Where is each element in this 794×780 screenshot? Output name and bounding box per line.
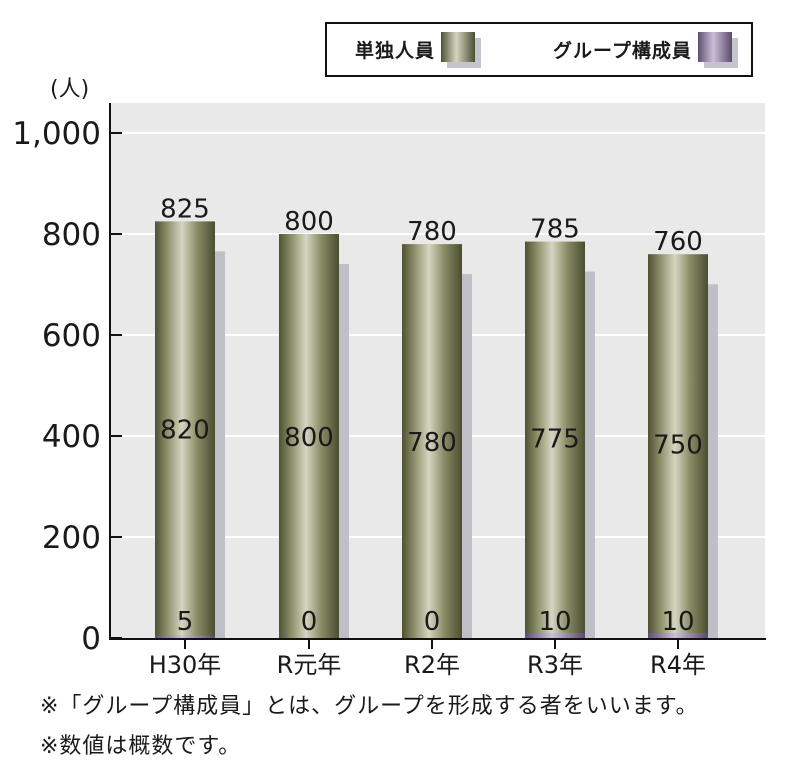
legend-item-group: グループ構成員: [553, 24, 738, 75]
single-value-label: 750: [653, 431, 703, 461]
x-tick-label: H30年: [149, 651, 222, 679]
y-tick-label: 400: [42, 419, 101, 455]
legend-label-single: 単独人員: [355, 40, 436, 62]
bar-group: [648, 632, 708, 638]
total-label: 760: [653, 227, 703, 257]
y-tick-label: 1,000: [12, 116, 101, 152]
single-value-label: 780: [407, 428, 457, 458]
bar-group: [155, 635, 215, 638]
y-tick-labels: 0 200 400 600 800 1,000: [12, 116, 122, 657]
bar-shadow: [462, 274, 472, 638]
note-approximate: ※数値は概数です。: [40, 734, 242, 759]
total-label: 800: [284, 207, 334, 237]
data-labels: 825 820 5 800 800 0 780 780 0 785 775 10 760 750 10: [160, 194, 703, 637]
total-label: 785: [530, 215, 580, 245]
group-value-label: 10: [661, 607, 694, 637]
group-value-label: 10: [538, 607, 571, 637]
bar-shadow: [215, 251, 225, 638]
y-tick-label: 0: [81, 621, 101, 657]
bar-shadow: [339, 264, 349, 638]
x-tick-label: R3年: [527, 651, 583, 679]
y-tick-label: 600: [42, 318, 101, 354]
note-group-definition: ※「グループ構成員」とは、グループを形成する者をいいます。: [40, 694, 699, 719]
legend-swatch-single: [441, 31, 482, 68]
total-label: 825: [160, 194, 210, 224]
bar-shadow: [585, 271, 595, 638]
single-value-label: 775: [530, 424, 580, 454]
x-tick-label: R2年: [404, 651, 460, 679]
bar-chart: 825 820 5 800 800 0 780 780 0 785 775 10 760 750 10 (人…: [12, 77, 766, 679]
legend-label-group: グループ構成員: [553, 40, 692, 62]
bar-shadows: [215, 251, 718, 638]
group-value-label: 0: [301, 607, 318, 637]
bar-shadow: [708, 284, 718, 638]
bar-single: [402, 244, 462, 638]
y-unit-label: (人): [50, 77, 89, 102]
bar-group: [525, 632, 585, 638]
bars: [155, 221, 708, 638]
bar-single: [155, 221, 215, 638]
bar-single: [525, 241, 585, 638]
axes: [109, 103, 766, 640]
total-label: 780: [407, 217, 457, 247]
x-tick-label: R4年: [650, 651, 706, 679]
single-value-label: 820: [160, 415, 210, 445]
legend: 単独人員 グループ構成員: [325, 22, 753, 77]
bar-single: [648, 254, 708, 638]
legend-swatch-group: [697, 31, 738, 68]
y-tick-label: 800: [42, 217, 101, 253]
bar-single: [279, 234, 339, 638]
x-tick-label: R元年: [277, 651, 342, 679]
x-tick-labels: H30年 R元年 R2年 R3年 R4年: [149, 639, 706, 679]
y-tick-label: 200: [42, 520, 101, 556]
single-value-label: 800: [284, 423, 334, 453]
group-value-label: 5: [177, 607, 194, 637]
legend-item-single: 単独人員: [355, 24, 482, 75]
group-value-label: 0: [424, 607, 441, 637]
